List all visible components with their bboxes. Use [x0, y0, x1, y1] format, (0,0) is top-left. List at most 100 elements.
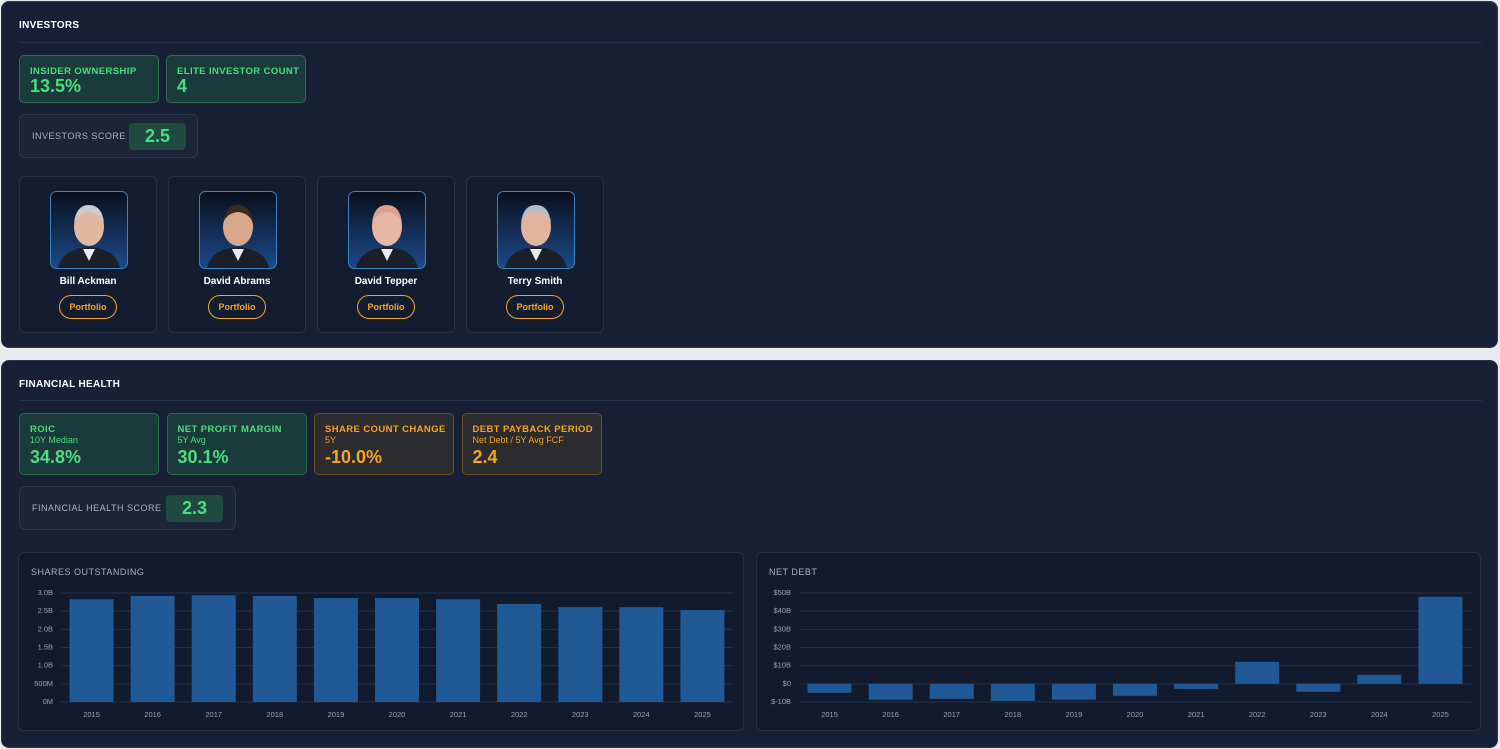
score-value: 2.3	[166, 495, 223, 522]
bar	[868, 683, 913, 700]
metric-card: INSIDER OWNERSHIP 13.5%	[19, 55, 159, 103]
investors-panel: INVESTORS INSIDER OWNERSHIP 13.5% ELITE …	[1, 1, 1498, 348]
bar	[1235, 661, 1280, 684]
x-tick-label: 2018	[1004, 710, 1021, 719]
x-tick-label: 2022	[1249, 710, 1266, 719]
metric-card: DEBT PAYBACK PERIOD Net Debt / 5Y Avg FCF…	[461, 413, 602, 475]
y-tick-label: 1.5B	[38, 642, 53, 651]
bar	[1357, 674, 1402, 684]
bar	[680, 610, 725, 702]
bar	[1113, 683, 1157, 696]
investor-card: David Abrams Portfolio	[168, 176, 306, 333]
divider	[19, 42, 1482, 43]
investor-name: Terry Smith	[507, 276, 563, 287]
bar	[990, 683, 1035, 701]
metric-sublabel: 5Y	[325, 435, 337, 445]
metric-label: SHARE COUNT CHANGE	[325, 424, 446, 435]
metric-sublabel: 5Y Avg	[177, 435, 206, 445]
y-tick-label: 2.5B	[38, 606, 53, 615]
investor-card: David Tepper Portfolio	[317, 176, 455, 333]
metric-value: -10.0%	[325, 447, 383, 467]
bar	[252, 595, 297, 702]
investor-card: Terry Smith Portfolio	[466, 176, 604, 333]
score-box: FINANCIAL HEALTH SCORE 2.3	[19, 486, 236, 530]
bar	[130, 595, 175, 702]
bar	[313, 598, 358, 702]
x-tick-label: 2020	[1127, 710, 1144, 719]
metric-card: SHARE COUNT CHANGE 5Y -10.0%	[314, 413, 454, 475]
bar	[375, 598, 419, 702]
x-tick-label: 2025	[1432, 710, 1449, 719]
x-tick-label: 2020	[389, 710, 406, 719]
y-tick-label: 2.0B	[38, 624, 53, 633]
chart-card: NET DEBT $-10B $0 $10B $20B $30B $40B $50B 2015 2…	[756, 552, 1481, 731]
investor-photo	[348, 191, 426, 269]
investor-card: Bill Ackman Portfolio	[19, 176, 157, 333]
metric-sublabel: Net Debt / 5Y Avg FCF	[472, 435, 564, 445]
bar	[929, 683, 974, 699]
x-tick-label: 2024	[1371, 710, 1388, 719]
chart-title: NET DEBT	[769, 567, 818, 577]
y-tick-label: $50B	[773, 588, 791, 597]
investor-photo	[199, 191, 277, 269]
metric-sublabel: 10Y Median	[30, 435, 78, 445]
x-tick-label: 2019	[328, 710, 345, 719]
metric-label: ELITE INVESTOR COUNT	[177, 66, 300, 77]
y-tick-label: 1.0B	[38, 661, 53, 670]
metric-card: ELITE INVESTOR COUNT 4	[166, 55, 306, 103]
y-tick-label: $30B	[773, 624, 791, 633]
section-title: FINANCIAL HEALTH	[19, 379, 121, 390]
metric-label: ROIC	[30, 424, 56, 435]
x-tick-label: 2016	[144, 710, 161, 719]
portfolio-button[interactable]: Portfolio	[59, 295, 117, 319]
x-tick-label: 2017	[943, 710, 960, 719]
bar	[1296, 683, 1341, 692]
investor-name: Bill Ackman	[59, 276, 117, 287]
x-tick-label: 2021	[450, 710, 467, 719]
bar	[558, 607, 603, 702]
bar	[497, 603, 542, 702]
chart-title: SHARES OUTSTANDING	[31, 567, 145, 577]
x-tick-label: 2023	[572, 710, 589, 719]
y-tick-label: $10B	[773, 661, 791, 670]
y-tick-label: $20B	[773, 642, 791, 651]
chart-card: SHARES OUTSTANDING 0M 500M 1.0B 1.5B 2.0B 2.5B…	[18, 552, 744, 731]
metric-label: NET PROFIT MARGIN	[177, 424, 282, 435]
x-tick-label: 2024	[633, 710, 650, 719]
section-title: INVESTORS	[19, 20, 80, 31]
divider	[19, 400, 1482, 401]
y-tick-label: 3.0B	[38, 588, 53, 597]
metric-value: 34.8%	[30, 447, 82, 467]
bar	[1418, 596, 1463, 684]
score-value: 2.5	[129, 123, 186, 150]
bar	[807, 683, 852, 693]
x-tick-label: 2023	[1310, 710, 1327, 719]
metric-card: ROIC 10Y Median 34.8%	[19, 413, 159, 475]
metric-value: 13.5%	[30, 76, 82, 96]
chart: $-10B $0 $10B $20B $30B $40B $50B 2015 2016 2017 2…	[771, 588, 1471, 719]
investor-photo	[497, 191, 575, 269]
x-tick-label: 2025	[694, 710, 711, 719]
portfolio-button[interactable]: Portfolio	[357, 295, 415, 319]
metric-value: 30.1%	[177, 447, 229, 467]
x-tick-label: 2016	[882, 710, 899, 719]
portfolio-button[interactable]: Portfolio	[506, 295, 564, 319]
y-tick-label: 500M	[34, 679, 53, 688]
bar	[69, 599, 114, 702]
investor-name: David Tepper	[354, 276, 418, 287]
metric-label: INSIDER OWNERSHIP	[30, 66, 137, 77]
x-tick-label: 2015	[83, 710, 100, 719]
metric-value: 2.4	[472, 447, 498, 467]
portfolio-button[interactable]: Portfolio	[208, 295, 266, 319]
score-label: FINANCIAL HEALTH SCORE	[32, 503, 162, 513]
y-tick-label: 0M	[43, 697, 53, 706]
x-tick-label: 2019	[1066, 710, 1083, 719]
x-tick-label: 2021	[1188, 710, 1205, 719]
bar	[619, 607, 664, 702]
chart: 0M 500M 1.0B 1.5B 2.0B 2.5B 3.0B 2015 2016 2017 20…	[34, 588, 733, 719]
score-box: INVESTORS SCORE 2.5	[19, 114, 198, 158]
investor-name: David Abrams	[203, 276, 271, 287]
bar	[191, 595, 236, 702]
score-label: INVESTORS SCORE	[32, 131, 126, 141]
